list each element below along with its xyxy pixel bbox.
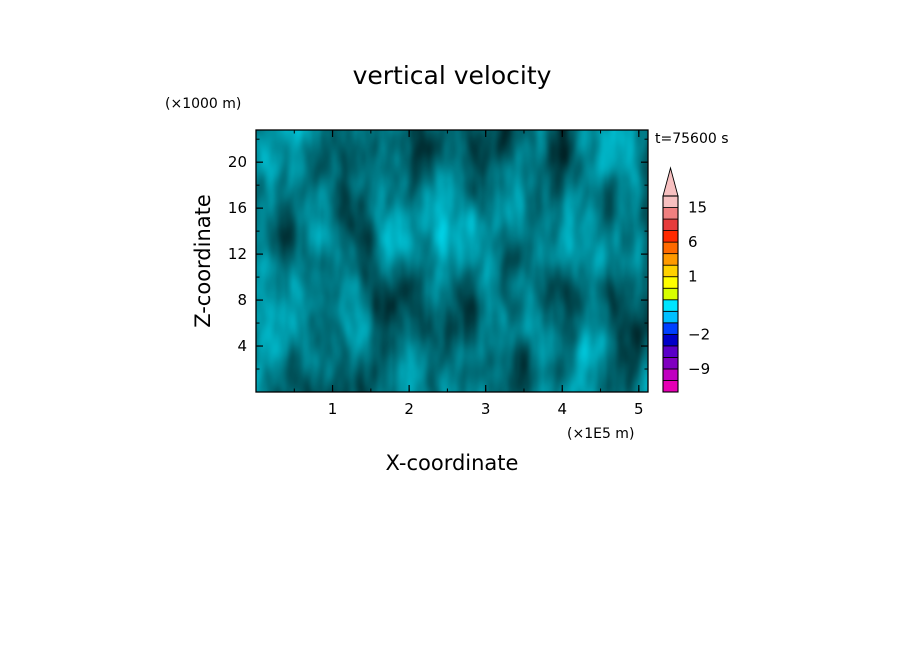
positive-velocity-band [256,130,648,392]
colorbar-segment [662,345,679,358]
colorbar-label: 15 [688,199,707,217]
colorbar-label: 6 [688,233,698,251]
colorbar-segment [662,310,679,324]
x-tick-label: 1 [328,400,338,418]
time-label: t=75600 s [655,131,729,147]
x-tick-label: 5 [634,400,644,418]
y-axis-title: Z-coordinate [191,194,215,328]
colorbar-label: 1 [688,268,698,286]
y-tick-label: 8 [237,291,247,309]
plot-field [256,130,648,392]
x-tick-label: 2 [404,400,414,418]
y-tick-label: 4 [237,337,247,355]
colorbar-segment [662,230,679,243]
colorbar-segment [662,276,679,289]
chart-title: vertical velocity [353,61,552,90]
colorbar-segment [662,218,679,231]
colorbar-frame [662,195,679,393]
x-tick-label: 4 [557,400,567,418]
y-axis: 4 8 12 16 20 [228,138,648,370]
y-tick-label: 12 [228,245,247,263]
x-tick-label: 3 [481,400,491,418]
y-tick-label: 16 [228,199,247,217]
plot-frame [255,129,649,393]
colorbar-segment [662,195,679,208]
x-axis-title: X-coordinate [386,451,519,475]
colorbar-segment [662,207,679,220]
colorbar-segment [662,380,679,393]
colorbar-segment [662,241,679,255]
y-tick-label: 20 [228,153,247,171]
colorbar-labels: 15 6 1 −2 −9 [688,199,710,378]
colorbar [662,166,679,393]
colorbar-extend-arrow [662,166,679,197]
x-unit-label: (×1E5 m) [567,426,634,442]
colorbar-segment [662,322,679,335]
colorbar-segment [662,333,679,347]
x-axis: 1 2 3 4 5 [293,130,644,418]
colorbar-segment [662,357,679,370]
colorbar-segment [662,253,679,266]
colorbar-segment [662,264,679,278]
colorbar-label: −9 [688,360,710,378]
positive-velocity-region [256,130,648,392]
colorbar-segment [662,287,679,301]
colorbar-label: −2 [688,325,710,343]
y-unit-label: (×1000 m) [165,96,241,112]
colorbar-segment [662,299,679,312]
colorbar-segment [662,368,679,381]
